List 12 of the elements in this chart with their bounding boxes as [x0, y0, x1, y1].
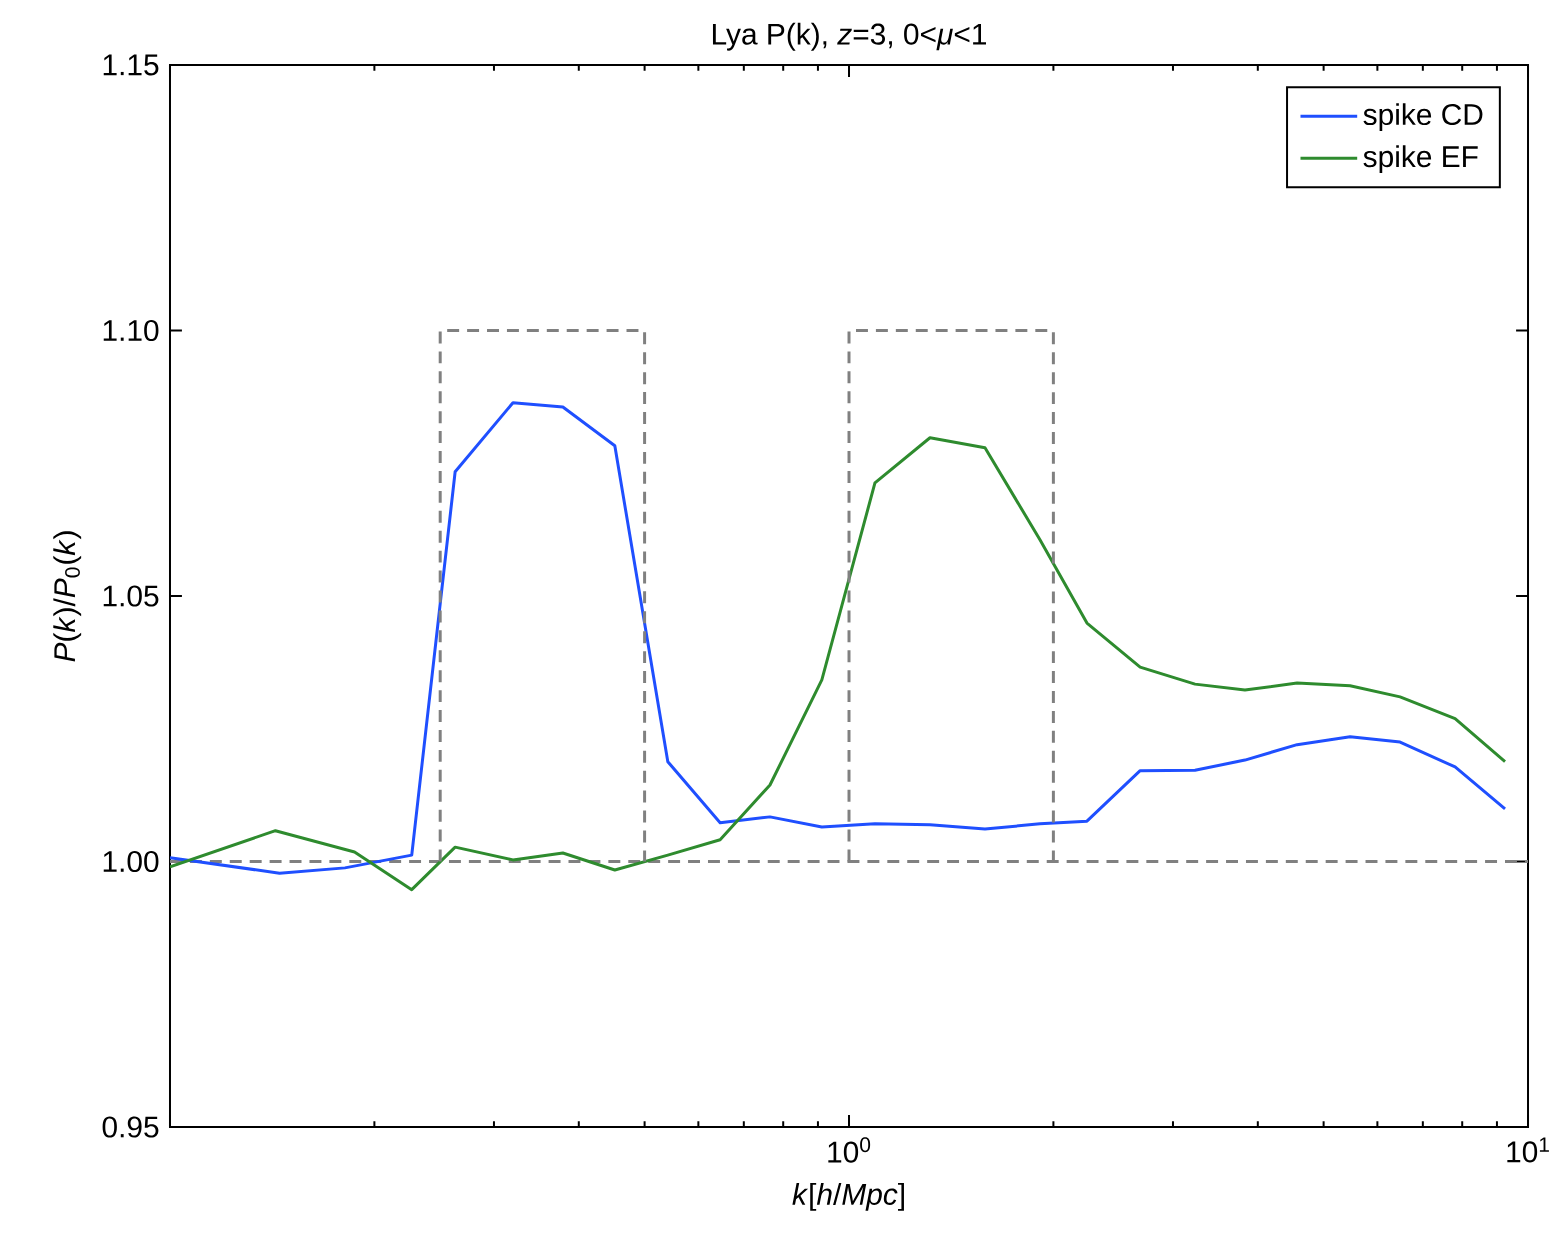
x-axis-title: k[h/Mpc]: [792, 1183, 904, 1211]
x-tick-label: 10$^{1}$: [1507, 1137, 1549, 1163]
y-tick-label: 0.95: [102, 1116, 159, 1138]
y-tick-label: 1.15: [103, 54, 159, 76]
text: P(k)/P$_{0}$(k): [53, 531, 82, 662]
y-tick-label: 1.10: [103, 319, 159, 342]
y-tick-label: 1.05: [103, 585, 159, 607]
chart-title: Lya P(k), z=3, 0<μ<1: [712, 22, 986, 51]
y-tick-label: 1.00: [103, 850, 159, 873]
legend-label: spike CD: [1363, 103, 1483, 132]
x-tick-label: 10$^{0}$: [828, 1137, 871, 1163]
legend-label: spike EF: [1363, 145, 1478, 174]
